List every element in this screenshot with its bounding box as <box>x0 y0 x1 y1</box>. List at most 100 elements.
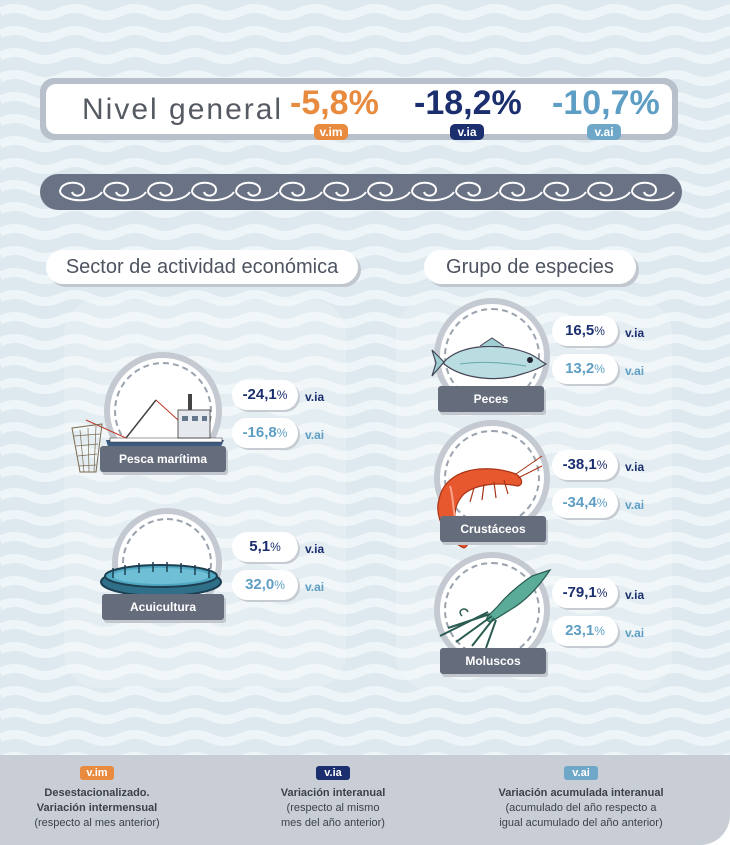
wave-stripe <box>0 136 730 152</box>
peces-vai-pill: 13,2% <box>552 354 618 384</box>
moluscos-via-type: v.ia <box>625 588 645 602</box>
legend-vim-tag: v.im <box>80 766 114 780</box>
pesca-label: Pesca marítima <box>100 446 226 472</box>
peces-via-value: 16,5 <box>565 322 595 339</box>
crustaceos-label: Crustáceos <box>440 516 546 542</box>
pesca-vai-type: v.ai <box>305 428 325 442</box>
acuicultura-vai-value: 32,0 <box>245 576 275 593</box>
legend-via-text: Variación interanual (respecto al mismo … <box>258 786 408 831</box>
legend-vim-line1: Desestacionalizado. <box>44 787 150 799</box>
sector-title: Sector de actividad económica <box>46 250 358 284</box>
moluscos-vai-pill: 23,1% <box>552 616 618 646</box>
legend-via-tag: v.ia <box>316 766 350 780</box>
fish-icon <box>431 337 548 380</box>
pesca-vai-pill: -16,8% <box>232 418 298 448</box>
percent-sign: % <box>596 586 608 600</box>
fish-farm-cage-icon <box>100 562 222 597</box>
percent-sign: % <box>594 362 605 376</box>
general-vim-tag: v.im <box>314 124 348 140</box>
wave-stripe <box>0 686 730 702</box>
pesca-via-type: v.ia <box>305 390 325 404</box>
general-vai-value: -10,7% <box>552 84 660 122</box>
wave-stripe <box>0 730 730 746</box>
rope-knot-icon <box>455 181 499 202</box>
crustaceos-vai-pill: -34,4% <box>552 488 618 518</box>
species-title: Grupo de especies <box>424 250 636 284</box>
crustaceos-vai-value: -34,4 <box>562 494 597 511</box>
legend-vai-tag: v.ai <box>564 766 598 780</box>
crustaceos-vai-type: v.ai <box>625 498 645 512</box>
rope-knot-icon <box>543 181 587 202</box>
rope-knot-icon <box>235 181 279 202</box>
crustaceos-via-value: -38,1 <box>562 456 597 473</box>
percent-sign: % <box>274 578 285 592</box>
pesca-via-value: -24,1 <box>242 386 277 403</box>
wave-stripe <box>0 620 730 636</box>
general-vim-value: -5,8% <box>290 84 379 122</box>
peces-via-pill: 16,5% <box>552 316 618 346</box>
rope-knot-icon <box>587 181 631 202</box>
rope-knot-icon <box>191 181 235 202</box>
legend-vai-line2: (acumulado del año respecto a <box>505 802 657 814</box>
crustaceos-via-pill: -38,1% <box>552 450 618 480</box>
acuicultura-vai-pill: 32,0% <box>232 570 298 600</box>
moluscos-via-pill: -79,1% <box>552 578 618 608</box>
rope-divider <box>40 174 682 210</box>
peces-via-type: v.ia <box>625 326 645 340</box>
wave-stripe <box>0 158 730 174</box>
general-via-tag: v.ia <box>450 124 484 140</box>
percent-sign: % <box>594 624 605 638</box>
general-level-title: Nivel general <box>82 93 284 126</box>
moluscos-via-value: -79,1 <box>562 584 597 601</box>
pesca-vai-value: -16,8 <box>242 424 277 441</box>
general-vai-tag: v.ai <box>587 124 621 140</box>
wave-stripe <box>0 334 730 350</box>
percent-sign: % <box>594 324 605 338</box>
legend-via-line2: (respecto al mismo <box>286 802 380 814</box>
legend-footer <box>0 755 730 845</box>
wave-stripe <box>0 26 730 42</box>
rope-pattern-icon <box>59 181 675 202</box>
legend-via-line1: Variación interanual <box>280 787 386 799</box>
wave-stripe <box>0 356 730 372</box>
acuicultura-via-value: 5,1 <box>249 538 271 555</box>
legend-vim-text: Desestacionalizado. Variación intermensu… <box>20 786 174 831</box>
rope-knot-icon <box>631 181 675 202</box>
sector-card <box>64 300 346 688</box>
rope-knot-icon <box>411 181 455 202</box>
legend-vim-line3: (respecto al mes anterior) <box>34 817 160 829</box>
percent-sign: % <box>276 426 288 440</box>
rope-knot-icon <box>499 181 543 202</box>
percent-sign: % <box>596 496 608 510</box>
acuicultura-via-pill: 5,1% <box>232 532 298 562</box>
wave-stripe <box>0 48 730 64</box>
moluscos-vai-type: v.ai <box>625 626 645 640</box>
rope-knot-icon <box>279 181 323 202</box>
wave-stripe <box>0 488 730 504</box>
wave-stripe <box>0 4 730 20</box>
wave-stripe <box>0 664 730 680</box>
rope-knot-icon <box>147 181 191 202</box>
general-via-value: -18,2% <box>414 84 522 122</box>
moluscos-vai-value: 23,1 <box>565 622 595 639</box>
legend-vai-line1: Variación acumulada interanual <box>498 787 664 799</box>
peces-vai-value: 13,2 <box>565 360 595 377</box>
acuicultura-label: Acuicultura <box>102 594 224 620</box>
crustaceos-via-type: v.ia <box>625 460 645 474</box>
wave-stripe <box>0 312 730 328</box>
peces-label: Peces <box>438 386 544 412</box>
rope-knot-icon <box>367 181 411 202</box>
legend-via-line3: mes del año anterior) <box>281 817 385 829</box>
wave-stripe <box>0 224 730 240</box>
squid-icon <box>439 568 552 648</box>
percent-sign: % <box>596 458 608 472</box>
rope-knot-icon <box>59 181 103 202</box>
peces-vai-type: v.ai <box>625 364 645 378</box>
legend-vai-text: Variación acumulada interanual (acumulad… <box>486 786 676 831</box>
pesca-via-pill: -24,1% <box>232 380 298 410</box>
moluscos-label: Moluscos <box>440 648 546 674</box>
wave-stripe <box>0 642 730 658</box>
wave-stripe <box>0 708 730 724</box>
percent-sign: % <box>276 388 288 402</box>
